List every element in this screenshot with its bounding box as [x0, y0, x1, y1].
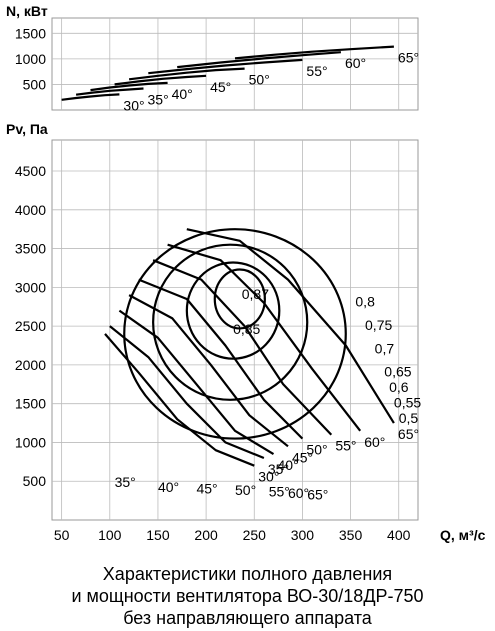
power-tick-label: 1500 [15, 25, 46, 41]
blade-angle-label: 50° [306, 442, 327, 458]
blade-angle-label: 35° [268, 461, 289, 477]
pressure-tick-label: 2000 [15, 357, 46, 373]
power-axis-label: N, кВт [6, 3, 48, 19]
chart-caption: Характеристики полного давления и мощнос… [0, 563, 495, 629]
x-tick-label: 350 [339, 527, 363, 543]
efficiency-label: 0,55 [394, 395, 421, 411]
pressure-tick-label: 3500 [15, 241, 46, 257]
power-plot-frame [51, 17, 419, 111]
power-curve-60° [177, 51, 341, 69]
pressure-curve-55° [152, 259, 333, 436]
bottom-angle-label: 35° [115, 474, 136, 490]
pressure-curve-60° [167, 243, 362, 432]
efficiency-contour [213, 268, 266, 330]
bottom-angle-label: 60° [288, 485, 309, 501]
x-tick-label: 250 [243, 527, 267, 543]
efficiency-contour [185, 261, 281, 360]
power-curve-45° [114, 74, 207, 86]
x-tick-label: 200 [194, 527, 218, 543]
efficiency-label: 0,75 [365, 317, 392, 333]
x-tick-label: 400 [387, 527, 411, 543]
power-curve-label: 45° [210, 79, 231, 95]
power-curve-35° [75, 87, 144, 96]
power-curve-label: 50° [249, 72, 270, 88]
pressure-plot-frame [51, 139, 419, 521]
blade-angle-label: 55° [335, 438, 356, 454]
pressure-curve-35° [109, 325, 265, 460]
caption-line-2: и мощности вентилятора ВО-30/18ДР-750 [71, 586, 424, 606]
blade-angle-label: 40° [278, 457, 299, 473]
pressure-tick-label: 4500 [15, 163, 46, 179]
efficiency-label: 0,5 [399, 410, 419, 426]
bottom-angle-label: 65° [307, 487, 328, 503]
power-curve-label: 30° [123, 97, 144, 113]
x-tick-label: 150 [146, 527, 170, 543]
pressure-curve-45° [128, 294, 289, 448]
blade-angle-label: 60° [364, 434, 385, 450]
pressure-tick-label: 4000 [15, 202, 46, 218]
power-curve-55° [148, 58, 303, 75]
efficiency-contour [123, 228, 347, 440]
efficiency-label: 0,7 [375, 340, 395, 356]
blade-angle-label: 30° [258, 469, 279, 485]
pressure-tick-label: 2500 [15, 318, 46, 334]
pressure-tick-label: 1000 [15, 434, 46, 450]
x-tick-label: 100 [98, 527, 122, 543]
bottom-angle-label: 55° [269, 484, 290, 500]
power-curve-label: 65° [398, 50, 419, 66]
x-axis-label: Q, м³/с [440, 527, 486, 543]
caption-line-1: Характеристики полного давления [102, 564, 393, 584]
blade-angle-label: 45° [292, 449, 313, 465]
bottom-angle-label: 40° [158, 479, 179, 495]
blade-angle-label: 65° [398, 426, 419, 442]
efficiency-label: 0,85 [233, 321, 260, 337]
power-curve-65° [234, 45, 394, 60]
bottom-angle-label: 45° [196, 480, 217, 496]
efficiency-label: 0,65 [384, 364, 411, 380]
pressure-tick-label: 3000 [15, 279, 46, 295]
power-curve-label: 35° [148, 92, 169, 108]
power-tick-label: 1000 [15, 51, 46, 67]
pressure-axis-label: Pv, Па [6, 121, 48, 137]
power-curve-40° [90, 81, 168, 92]
power-tick-label: 500 [23, 76, 47, 92]
efficiency-contour [152, 243, 309, 401]
power-curve-label: 60° [345, 55, 366, 71]
pressure-tick-label: 1500 [15, 396, 46, 412]
power-curve-label: 40° [172, 86, 193, 102]
bottom-angle-label: 50° [235, 482, 256, 498]
pressure-curve-50° [138, 278, 304, 440]
efficiency-label: 0,6 [389, 379, 409, 395]
efficiency-label: 0,87 [242, 286, 269, 302]
caption-line-3: без направляющего аппарата [123, 608, 372, 628]
pressure-tick-label: 500 [23, 473, 47, 489]
x-tick-label: 50 [54, 527, 70, 543]
power-curve-30° [61, 93, 120, 101]
power-curve-50° [128, 67, 245, 81]
pressure-curve-65° [186, 228, 395, 424]
efficiency-label: 0,8 [355, 294, 375, 310]
power-curve-label: 55° [306, 63, 327, 79]
x-tick-label: 300 [291, 527, 315, 543]
